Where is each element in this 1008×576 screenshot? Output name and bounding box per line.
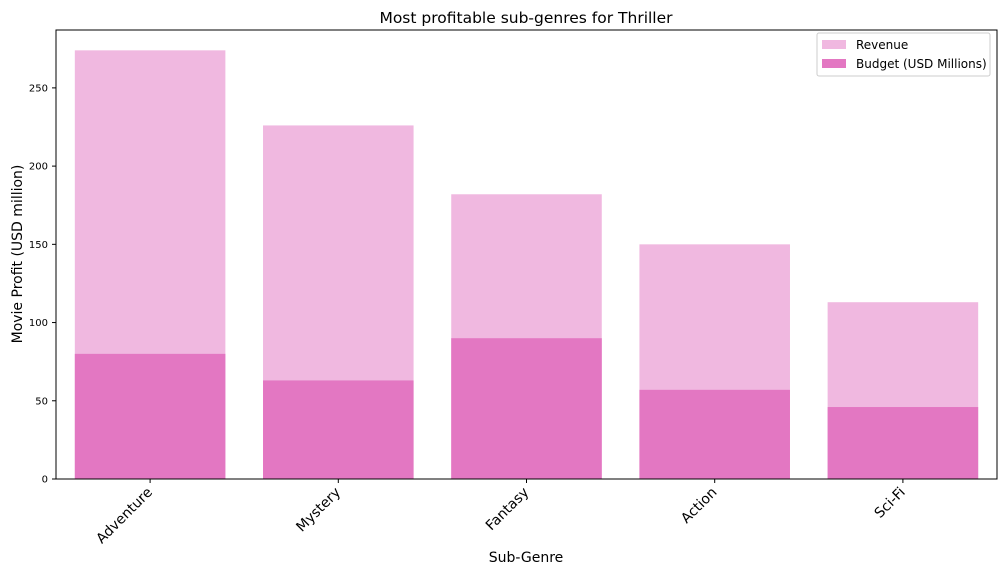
x-tick-label-adventure: Adventure xyxy=(93,485,156,548)
chart-title: Most profitable sub-genres for Thriller xyxy=(379,9,673,27)
bar-budget-adventure xyxy=(74,353,226,479)
x-axis: Adventure Mystery Fantasy Action Sci-Fi xyxy=(93,479,909,548)
y-axis-title: Movie Profit (USD million) xyxy=(10,165,26,344)
plot-frame xyxy=(55,29,998,480)
x-tick-label-mystery: Mystery xyxy=(293,485,344,536)
bar-budget-mystery xyxy=(263,380,414,479)
y-tick-label: 100 xyxy=(29,318,48,329)
y-tick-label: 150 xyxy=(29,240,48,251)
x-tick-label-sci-fi: Sci-Fi xyxy=(872,485,909,522)
legend-swatch-budget xyxy=(822,59,846,68)
legend-box xyxy=(816,32,991,77)
bar-budget-fantasy xyxy=(451,338,602,479)
y-tick-label: 250 xyxy=(29,83,48,94)
legend-label-revenue: Revenue xyxy=(856,38,908,52)
bar-budget-action xyxy=(639,389,790,479)
x-tick-label-fantasy: Fantasy xyxy=(483,485,532,534)
y-axis: 0 50 100 150 200 250 xyxy=(29,83,56,486)
x-axis-title: Sub-Genre xyxy=(489,550,564,566)
bars-group xyxy=(74,50,979,479)
y-tick-label: 50 xyxy=(35,396,48,407)
y-tick-label: 200 xyxy=(29,162,48,173)
x-tick-label-action: Action xyxy=(678,485,720,527)
legend-swatch-revenue xyxy=(822,40,846,49)
legend: Revenue Budget (USD Millions) xyxy=(816,32,991,77)
bar-budget-sci-fi xyxy=(827,407,979,479)
y-tick-label: 0 xyxy=(42,475,48,486)
legend-label-budget: Budget (USD Millions) xyxy=(856,57,987,71)
